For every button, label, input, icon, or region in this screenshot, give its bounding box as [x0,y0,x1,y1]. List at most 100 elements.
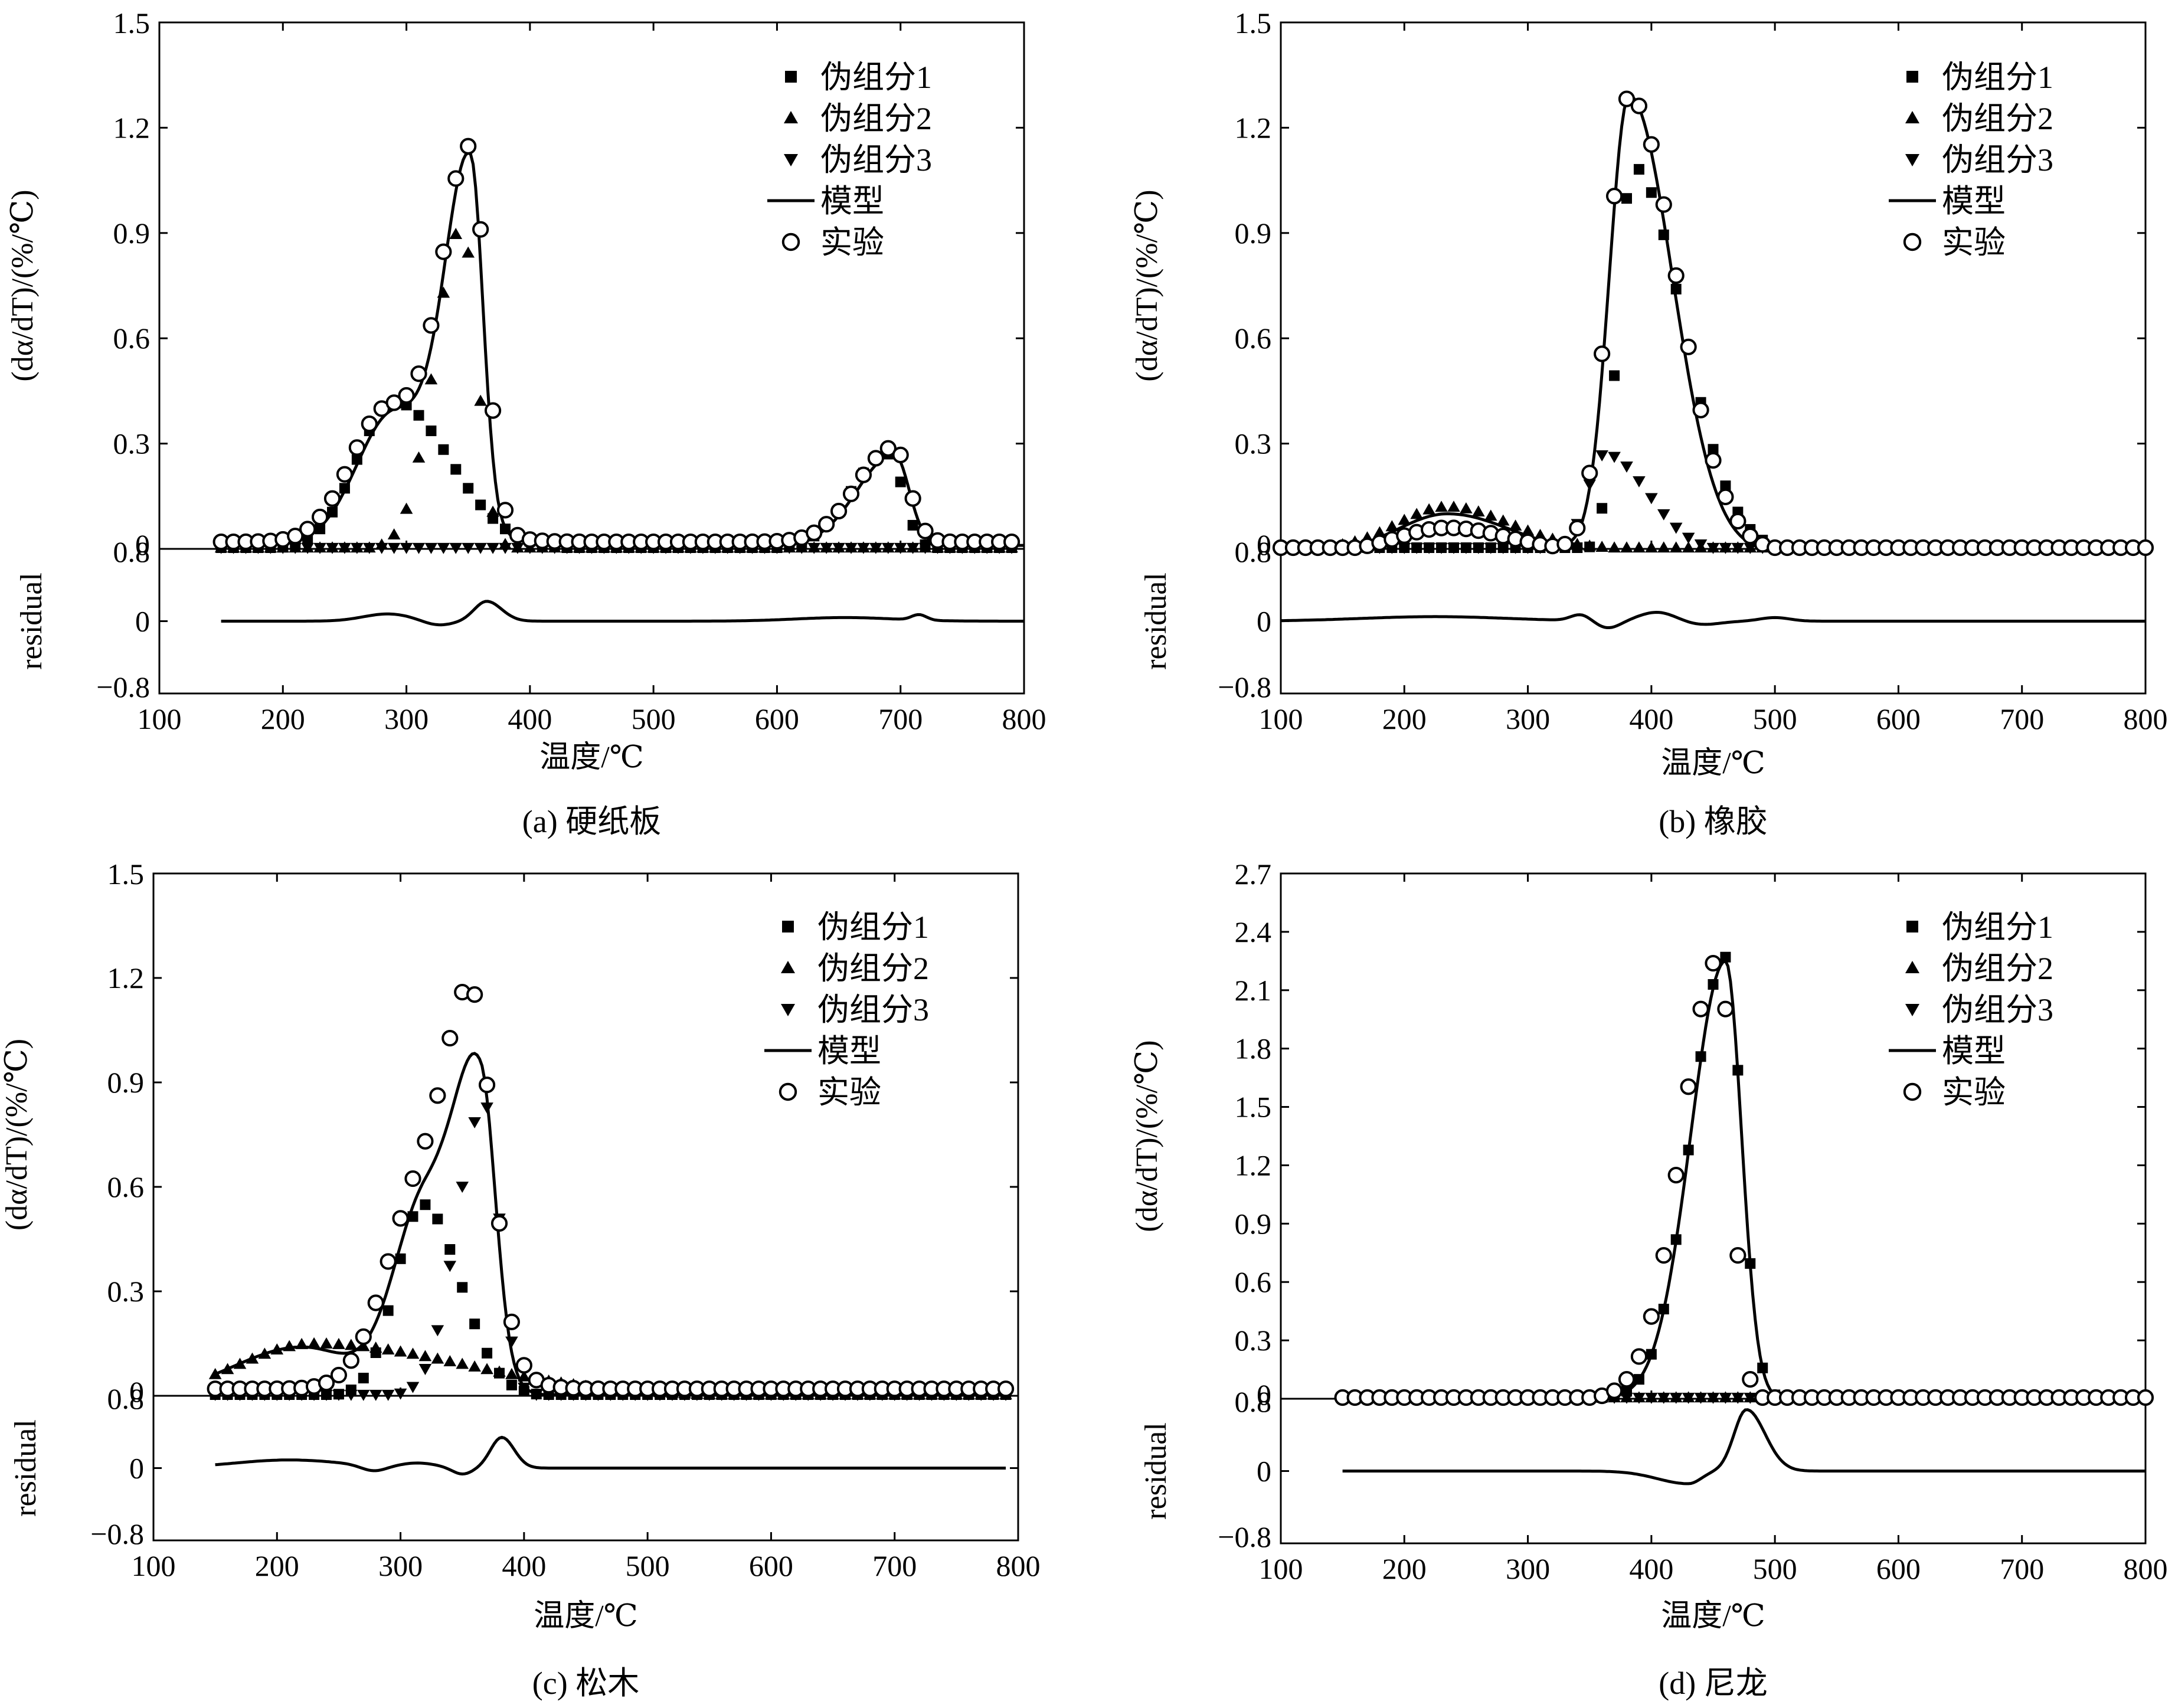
legend-triangle-down-icon [1905,154,1919,166]
triangle-down-point [369,1389,382,1401]
legend-label: 实验 [817,1075,881,1110]
circle-point [1692,401,1709,418]
square-point [1633,163,1644,175]
square-point [413,410,424,421]
triangle-down-point [437,542,450,554]
triangle-down-point [845,542,858,554]
triangle-up-point [480,1363,493,1375]
triangle-down-point [1719,542,1732,554]
triangle-down-point [1435,542,1448,554]
triangle-up-point [1496,514,1510,526]
triangle-up-point [505,1367,518,1379]
square-point [420,1199,431,1210]
triangle-down-point [1620,1392,1633,1404]
x-tick-label: 400 [1629,702,1673,735]
triangle-down-point [894,542,907,554]
circle-point [1742,1371,1759,1388]
triangle-up-point [486,505,499,517]
triangle-down-point [381,1389,395,1401]
triangle-down-point [857,542,870,554]
triangle-down-point [1706,542,1720,554]
circle-point [484,402,502,419]
residual-y-tick-label: 0.8 [1235,535,1272,568]
main-y-tick-label: 0.9 [113,217,151,250]
main-y-tick-label: 0.9 [1235,1207,1272,1240]
legend-item: 伪组分3 [1905,992,2053,1028]
main-y-tick-label: 1.2 [1235,1149,1272,1182]
triangle-down-point [1682,532,1695,544]
triangle-down-point [918,542,932,554]
circle-point [1742,528,1759,545]
legend-triangle-up-icon [1905,111,1919,123]
triangle-down-point [1694,1392,1708,1404]
triangle-down-point [431,1325,444,1337]
triangle-down-point [449,542,463,554]
triangle-up-point [387,528,401,540]
square-point [438,444,449,455]
panel-caption: (a) 硬纸板 [522,804,661,839]
circle-point [855,466,872,483]
residual-y-tick-label: 0.8 [107,1382,145,1415]
series-square [215,396,1018,553]
circle-point [380,1253,397,1270]
square-point [482,1347,493,1359]
triangle-up-point [431,1352,444,1364]
triangle-down-point [320,1389,333,1401]
main-y-tick-label: 0.6 [113,322,151,355]
main-y-tick-label: 1.5 [113,6,151,40]
legend-label: 伪组分3 [817,992,929,1028]
legend-item: 模型 [1889,184,2006,219]
circle-point [323,490,341,507]
x-tick-label: 200 [1382,702,1427,735]
x-tick-label: 600 [749,1549,793,1582]
residual-y-axis-title: residual [1139,572,1173,670]
triangle-up-point [381,1343,395,1354]
x-tick-label: 300 [1506,1552,1550,1585]
legend-triangle-up-icon [784,111,798,123]
triangle-up-point [462,246,475,258]
triangle-up-point [1435,500,1448,512]
residual-y-tick-label: −0.8 [1218,670,1271,704]
triangle-down-point [456,1182,469,1193]
circle-point [466,986,483,1003]
triangle-up-point [406,1347,420,1359]
x-tick-label: 500 [632,702,676,735]
circle-point [435,243,452,260]
triangle-down-point [1731,542,1745,554]
x-tick-label: 700 [872,1549,917,1582]
circle-point [299,521,316,538]
legend-triangle-down-icon [781,1004,795,1016]
triangle-up-point [412,451,426,463]
legend-square-icon [782,921,794,932]
circle-point [1717,1000,1734,1017]
circle-point [460,138,477,155]
legend-square-icon [1906,921,1918,932]
residual-line [1281,610,2145,629]
x-tick-label: 200 [1382,1552,1427,1585]
main-y-tick-label: 0 [129,1375,144,1408]
residual-y-tick-label: 0 [135,605,150,638]
main-y-tick-label: 1.5 [1235,6,1272,40]
square-point [1646,187,1657,198]
triangle-up-point [308,1337,320,1349]
circle-point [1594,345,1611,362]
legend-item: 实验 [779,1075,881,1110]
triangle-down-point [1694,539,1708,551]
circle-point [392,1210,409,1227]
x-tick-label: 500 [626,1549,670,1582]
series-triangle-down [208,1102,1012,1401]
circle-point [472,221,489,238]
circle-point [1729,512,1746,530]
triangle-down-point [1682,1392,1695,1404]
triangle-up-point [449,228,463,239]
circle-point [1569,519,1586,536]
triangle-down-point [486,542,499,554]
triangle-up-point [1682,541,1695,553]
residual-y-tick-label: 0 [1257,605,1271,638]
legend-label: 伪组分1 [820,60,932,95]
triangle-up-point [1472,505,1485,517]
main-y-tick-label: 0.6 [107,1170,145,1203]
legend-item: 伪组分1 [785,60,932,95]
